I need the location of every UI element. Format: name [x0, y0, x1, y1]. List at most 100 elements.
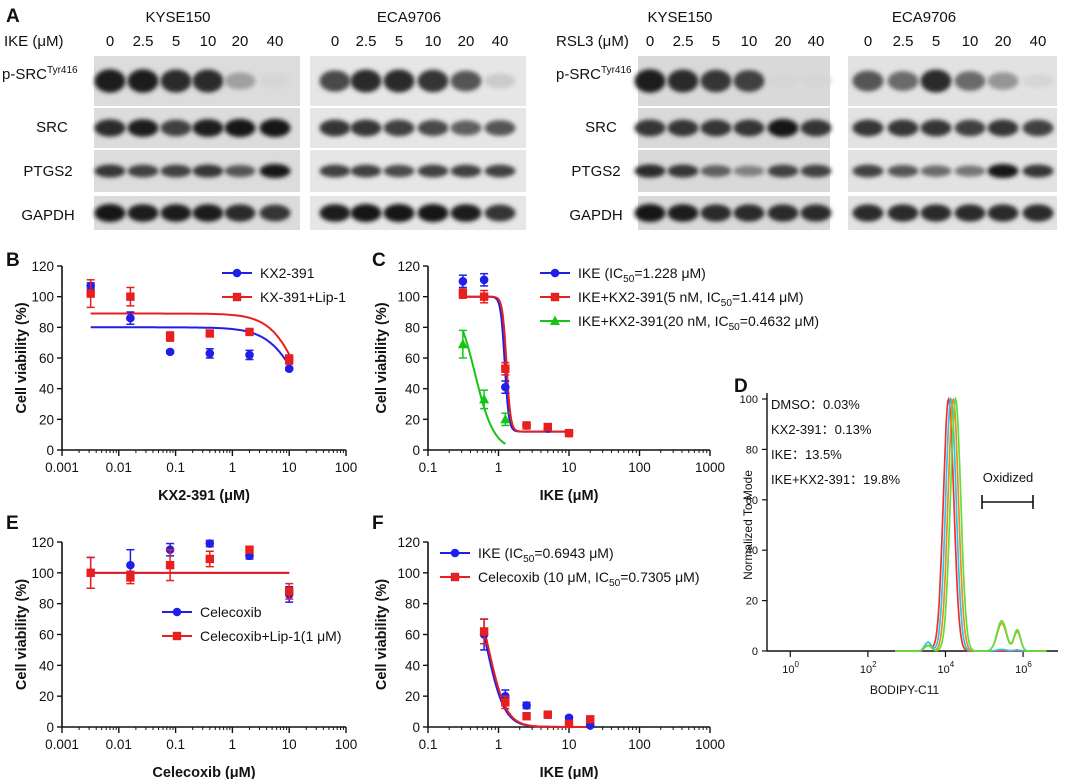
dose-label: 5	[712, 33, 720, 50]
x-tick-label: 100	[628, 460, 651, 475]
blot-band-ptgs2	[319, 164, 351, 178]
row-label-gapdh: GAPDH	[21, 207, 74, 224]
panel-b-chart: B 0 20 40 60 80 100 120 0.001 0.01 0.1 1 10 100 KX2-39…	[6, 250, 357, 504]
fit-curve	[90, 326, 291, 367]
blot-band-gapdh	[160, 204, 192, 222]
histogram-curve	[895, 397, 1047, 652]
blot-band-p-src	[127, 69, 159, 93]
panel-letter-e: E	[6, 513, 19, 534]
blot-band-src	[350, 119, 382, 137]
y-axis-label: Cell viability (%)	[374, 302, 390, 413]
dose-label: 20	[775, 33, 792, 50]
x-tick-label: 0.001	[45, 737, 79, 752]
x-axis-label: BODIPY-C11	[870, 683, 940, 697]
data-point	[245, 545, 254, 554]
blot-band-ptgs2	[1022, 164, 1054, 178]
y-tick-label: 120	[31, 535, 54, 550]
data-point	[126, 560, 135, 570]
x-tick-label: 10	[282, 460, 297, 475]
blot-band-gapdh	[634, 204, 666, 222]
blot-band-ptgs2	[634, 164, 666, 178]
data-point	[245, 327, 254, 337]
data-point	[205, 349, 215, 358]
y-tick-label: 60	[405, 351, 420, 366]
x-axis-label: IKE (μM)	[540, 488, 599, 504]
fit-curve	[462, 295, 569, 433]
data-point	[86, 289, 95, 298]
blot-band-src	[1022, 119, 1054, 137]
blot-band-ptgs2	[667, 164, 699, 178]
x-tick-label: 1	[495, 737, 503, 752]
dose-label: 0	[646, 33, 654, 50]
y-tick-label: 40	[39, 658, 54, 673]
panel-letter-f: F	[372, 513, 384, 534]
dose-label: 10	[741, 33, 758, 50]
data-point	[172, 607, 182, 617]
data-point	[126, 313, 135, 323]
blot-band-p-src	[800, 73, 832, 89]
dose-label: 10	[962, 33, 979, 50]
dose-label: 0	[864, 33, 872, 50]
data-point	[564, 719, 574, 729]
blot-band-p-src	[319, 70, 351, 92]
dose-label: 5	[932, 33, 940, 50]
blot-band-gapdh	[350, 204, 382, 222]
blot-band-ptgs2	[987, 164, 1019, 178]
blot-band-ptgs2	[417, 164, 449, 178]
cell-line-label: KYSE150	[145, 9, 210, 26]
blot-band-gapdh	[192, 204, 224, 222]
blot-band-ptgs2	[383, 164, 415, 178]
blot-band-ptgs2	[954, 165, 986, 177]
y-tick-label: 40	[405, 382, 420, 397]
y-tick-label: 40	[746, 545, 758, 557]
y-tick-label: 80	[39, 320, 54, 335]
row-label-src: SRC	[585, 119, 617, 136]
blot-band-p-src	[484, 73, 516, 89]
blot-band-ptgs2	[450, 164, 482, 178]
panel-a-western-blots: A KYSE150 ECA9706 KYSE150 ECA9706 IKE (μM) RSL…	[2, 6, 1057, 230]
x-tick-label: 1	[229, 460, 237, 475]
blot-band-src	[700, 119, 732, 137]
legend-label: Celecoxib (10 μM, IC50=0.7305 μM)	[478, 569, 700, 589]
blot-band-gapdh	[450, 204, 482, 222]
data-point	[232, 268, 242, 278]
legend-label: Celecoxib+Lip-1(1 μM)	[200, 628, 342, 644]
x-tick-label: 100	[335, 460, 358, 475]
row-label-p-src: p-SRCTyr416	[556, 65, 632, 83]
panel-letter-d: D	[734, 376, 748, 397]
x-tick-label: 0.01	[106, 460, 132, 475]
y-tick-label: 120	[397, 259, 420, 274]
fit-curve	[483, 635, 591, 728]
blot-band-gapdh	[127, 204, 159, 222]
fit-curve	[461, 330, 507, 445]
blot-band-ptgs2	[484, 164, 516, 178]
blot-band-ptgs2	[800, 164, 832, 178]
x-axis-label: KX2-391 (μM)	[158, 488, 250, 504]
y-tick-label: 0	[46, 720, 54, 735]
blot-band-p-src	[700, 69, 732, 93]
y-tick-label: 20	[405, 412, 420, 427]
y-tick-label: 120	[31, 259, 54, 274]
blot-band-ptgs2	[767, 164, 799, 178]
blot-band-ptgs2	[920, 165, 952, 177]
y-tick-label: 80	[405, 597, 420, 612]
data-point	[165, 347, 175, 357]
dose-label: 2.5	[133, 33, 154, 50]
y-tick-label: 80	[39, 597, 54, 612]
y-tick-label: 60	[39, 628, 54, 643]
dose-label: 40	[808, 33, 825, 50]
blot-band-src	[800, 119, 832, 137]
legend-label: IKE+KX2-391(5 nM, IC50=1.414 μM)	[578, 289, 804, 309]
x-tick-label: 0.1	[166, 737, 185, 752]
blot-band-p-src	[94, 69, 126, 93]
dose-label: 2.5	[673, 33, 694, 50]
blot-band-src	[160, 119, 192, 137]
panel-c-chart: C 0 20 40 60 80 100 120 0.1 1 10 100 1000 IKE (μM) Cel…	[372, 250, 819, 504]
fit-curve	[483, 629, 591, 728]
dose-label: 10	[425, 33, 442, 50]
x-tick-label: 0.001	[45, 460, 79, 475]
panel-letter-c: C	[372, 250, 386, 271]
blot-band-p-src	[987, 72, 1019, 90]
data-point	[450, 548, 460, 558]
y-tick-label: 120	[397, 535, 420, 550]
